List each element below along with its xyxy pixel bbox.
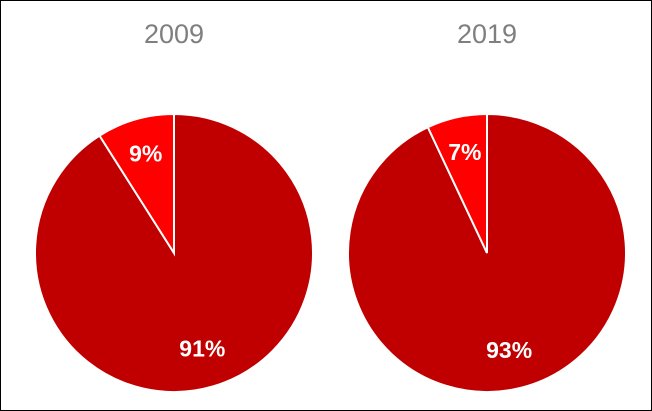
pie-slice [34, 112, 314, 393]
chart-title: 2019 [457, 19, 517, 49]
data-label: 91% [179, 336, 225, 362]
chart-title: 2009 [144, 19, 204, 49]
pie-slice [426, 112, 488, 254]
pie-slice [98, 112, 175, 257]
data-label: 7% [448, 139, 481, 165]
data-label: 9% [129, 141, 162, 167]
data-label: 93% [486, 337, 532, 363]
